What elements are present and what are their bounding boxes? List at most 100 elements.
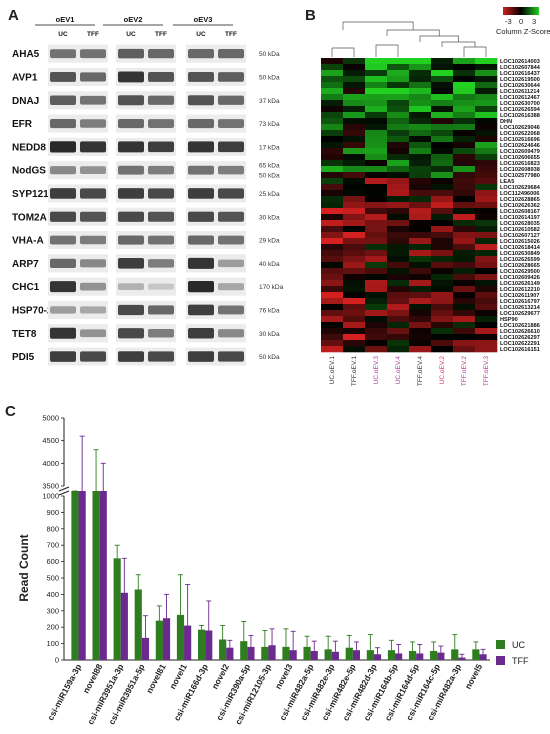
heatmap-cell — [387, 64, 410, 71]
heatmap-gene-label: LOC102608938 — [500, 167, 540, 173]
heatmap-cell — [453, 202, 476, 209]
blot-band — [218, 119, 244, 128]
heatmap-cell — [475, 58, 498, 65]
heatmap-cell — [343, 328, 366, 335]
heatmap-cell — [453, 340, 476, 347]
y-tick-label: 200 — [46, 623, 59, 632]
heatmap-column-label: UC.oEV.3 — [373, 356, 380, 385]
heatmap-cell — [475, 88, 498, 95]
heatmap-cell — [475, 262, 498, 269]
heatmap-gene-label: LOC102618414 — [500, 245, 541, 251]
heatmap-cell — [365, 82, 388, 89]
heatmap-cell — [365, 250, 388, 257]
heatmap-cell — [343, 262, 366, 269]
blot-protein-label: TOM2A — [12, 212, 47, 223]
heatmap-cell — [475, 292, 498, 299]
bar-uc — [92, 491, 100, 660]
heatmap-gene-label: LOC102611214 — [500, 89, 540, 95]
heatmap-cell — [409, 286, 432, 293]
blot-lane-label: UC — [196, 31, 206, 38]
bar-tff — [289, 650, 297, 660]
blot-group-label: oEV3 — [194, 15, 213, 24]
heatmap-cell — [431, 136, 454, 143]
blot-band — [50, 235, 76, 245]
blot-protein-label: SYP121 — [12, 189, 49, 200]
heatmap-cell — [321, 196, 344, 203]
blot-band — [118, 71, 144, 83]
heatmap-cell — [343, 256, 366, 263]
heatmap-cell — [409, 166, 432, 173]
heatmap-cell — [343, 316, 366, 323]
heatmap-cell — [409, 112, 432, 119]
dendrogram-branch — [419, 35, 459, 42]
heatmap-cell — [387, 100, 410, 107]
blot-band — [188, 72, 214, 82]
heatmap-cell — [453, 136, 476, 143]
heatmap-cell — [431, 94, 454, 101]
heatmap-cell — [365, 334, 388, 341]
heatmap-gene-label: LEA5 — [500, 179, 514, 185]
heatmap-cell — [453, 190, 476, 197]
heatmap-cell — [321, 124, 344, 131]
blot-protein-label: TET8 — [12, 329, 37, 340]
heatmap-cell — [475, 154, 498, 161]
heatmap-cell — [343, 136, 366, 143]
heatmap-cell — [431, 280, 454, 287]
heatmap-cell — [387, 214, 410, 221]
heatmap-column-label: TFF.oEV.4 — [417, 356, 424, 386]
blot-protein-label: NEDD8 — [12, 142, 46, 153]
heatmap-column-label: UC.oEV.1 — [329, 356, 336, 385]
y-tick-label: 600 — [46, 557, 59, 566]
blot-protein-label: CHC1 — [12, 282, 40, 293]
heatmap-cell — [343, 118, 366, 125]
chart-legend: UC TFF — [496, 640, 529, 666]
heatmap-cell — [453, 82, 476, 89]
heatmap-cell — [475, 280, 498, 287]
heatmap-cell — [365, 226, 388, 233]
heatmap-cell — [321, 202, 344, 209]
heatmap-cell — [343, 208, 366, 215]
heatmap-cell — [387, 334, 410, 341]
heatmap-column-labels: UC.oEV.1 TFF.oEV.1 UC.oEV.3 UC.oEV.4 TFF.oEV… — [329, 356, 490, 386]
blot-band — [188, 49, 214, 59]
heatmap-cell — [475, 172, 498, 179]
heatmap-gene-labels: LOC102614003LOC102607844LOC102616437LOC1… — [500, 59, 541, 353]
heatmap-cell — [321, 166, 344, 173]
heatmap-gene-label: LOC102622291 — [500, 341, 540, 347]
blot-kda-label: 37 kDa — [259, 98, 280, 105]
heatmap-cell — [365, 166, 388, 173]
heatmap-gene-label: LOC102626297 — [500, 335, 540, 341]
heatmap-cell — [365, 214, 388, 221]
blot-kda-label: 50 kDa — [259, 173, 280, 180]
heatmap-gene-label: LOC102628865 — [500, 197, 540, 203]
heatmap-cell — [387, 154, 410, 161]
heatmap-cell — [321, 310, 344, 317]
blot-band — [148, 305, 174, 315]
bar-tff — [247, 646, 255, 660]
heatmap-cell — [409, 160, 432, 167]
blot-band — [118, 165, 144, 175]
blot-band — [188, 351, 214, 362]
heatmap-cell — [475, 220, 498, 227]
heatmap-gene-label: LOC102616696 — [500, 137, 540, 143]
heatmap-cell — [387, 166, 410, 173]
heatmap-cell — [453, 88, 476, 95]
heatmap-cell — [387, 142, 410, 149]
y-tick-label: 1000 — [42, 492, 59, 501]
blot-kda-label: 50 kDa — [259, 51, 280, 58]
heatmap-cell — [365, 58, 388, 65]
heatmap-cell — [387, 322, 410, 329]
heatmap-cell — [453, 226, 476, 233]
heatmap-cell — [475, 148, 498, 155]
heatmap-cell — [475, 160, 498, 167]
heatmap-cell — [387, 268, 410, 275]
heatmap-cell — [321, 58, 344, 65]
bar-tff — [437, 652, 445, 660]
heatmap-gene-label: LOC102616437 — [500, 71, 540, 77]
heatmap-cell — [321, 334, 344, 341]
blot-band — [80, 235, 106, 245]
heatmap-gene-label: LOC102614197 — [500, 215, 540, 221]
heatmap-cell — [343, 244, 366, 251]
heatmap-cell — [365, 310, 388, 317]
read-count-bar-chart: Read Count 0 100 200 300 400 500 600 700 800 900 1… — [17, 414, 529, 727]
